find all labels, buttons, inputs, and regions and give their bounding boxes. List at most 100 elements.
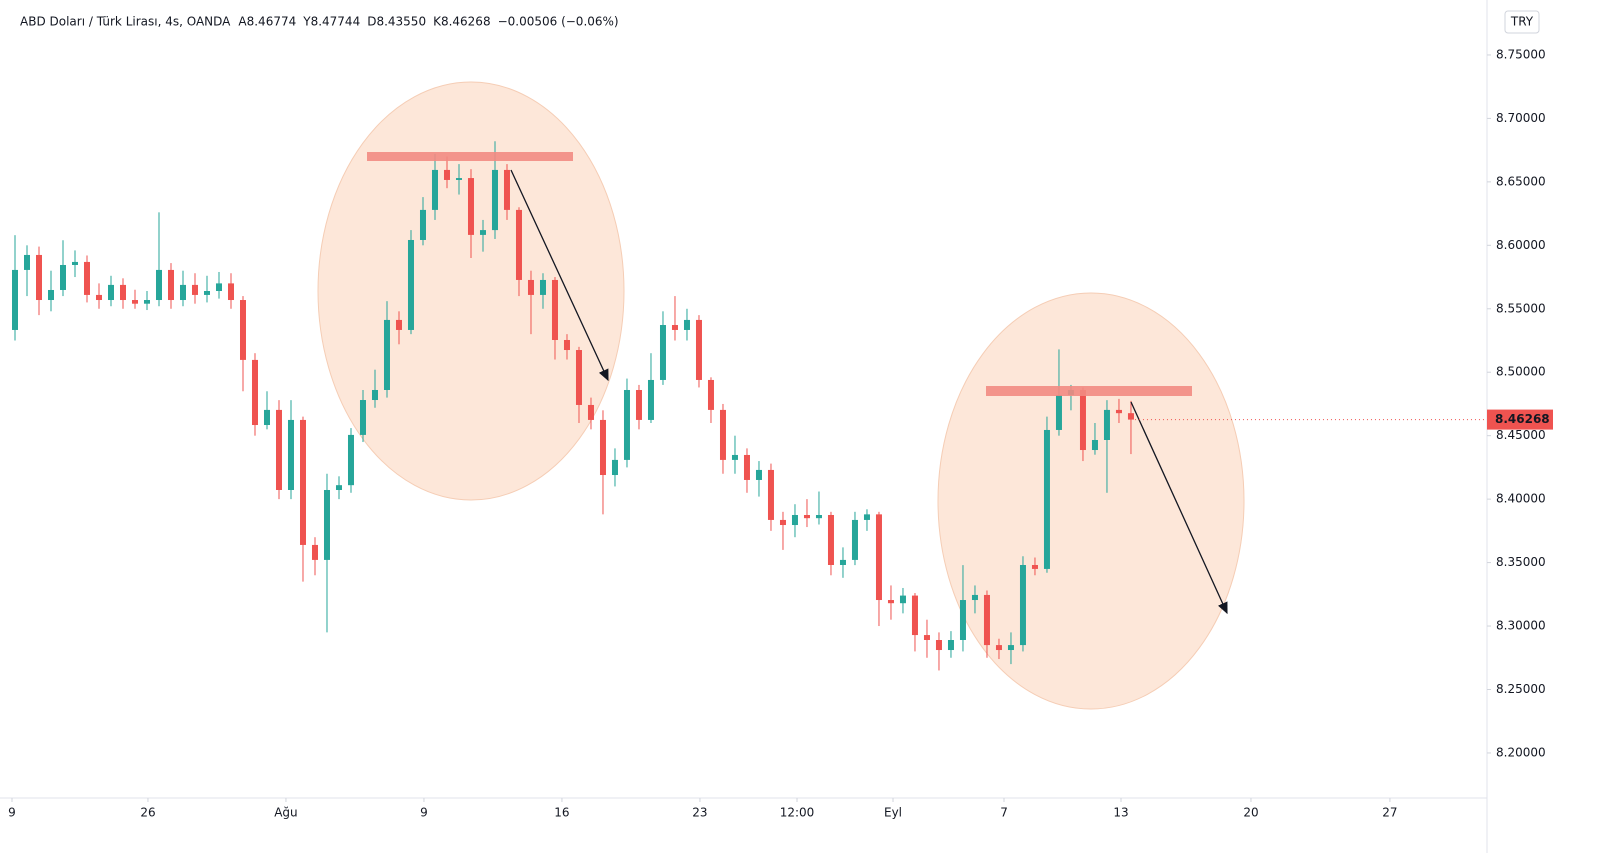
currency-button[interactable] (1504, 10, 1540, 34)
trend-arrow (510, 169, 609, 382)
y-tick-label: 8.75000 (1496, 47, 1546, 61)
candle-body (323, 489, 330, 560)
candle-body (71, 261, 78, 265)
candle-body (359, 400, 366, 435)
x-tick-label: Ağu (274, 806, 297, 820)
x-tick-label: 12:00 (780, 806, 815, 820)
candle-body (551, 279, 558, 340)
resistance-zone (367, 152, 573, 161)
candle-body (1091, 439, 1098, 451)
candle-body (827, 514, 834, 565)
candle-body (671, 325, 678, 330)
change: −0.00506 (−0.06%) (498, 15, 619, 29)
candle-body (371, 389, 378, 401)
candle-body (755, 469, 762, 480)
candle-body (695, 319, 702, 380)
drawings-back (317, 81, 1245, 710)
candle-body (839, 559, 846, 565)
candle-body (935, 640, 942, 651)
y-tick-label: 8.70000 (1496, 111, 1546, 125)
candle-body (119, 284, 126, 301)
x-tick-label: 9 (8, 806, 16, 820)
ohlc-value: 8.46774 (247, 15, 297, 29)
candle-body (443, 169, 450, 180)
candle-body (899, 595, 906, 604)
candle-body (191, 284, 198, 295)
candle-body (311, 544, 318, 560)
candle-body (647, 379, 654, 420)
candle-body (1043, 429, 1050, 569)
candle-body (395, 319, 402, 330)
x-tick-label: Eyl (884, 806, 902, 820)
candle-body (683, 319, 690, 330)
candle-body (851, 519, 858, 560)
highlight-ellipse (317, 81, 625, 501)
candle-body (23, 254, 30, 270)
candle-body (563, 339, 570, 351)
y-tick-label: 8.45000 (1496, 428, 1546, 442)
candle-body (1055, 394, 1062, 430)
candle-body (1127, 413, 1134, 420)
candle-body (767, 469, 774, 520)
candle-body (959, 600, 966, 640)
candle-body (1031, 564, 1038, 569)
x-tick-label: 13 (1113, 806, 1128, 820)
ohlc-value: 8.47744 (311, 15, 361, 29)
candle-body (1019, 564, 1026, 646)
candles (11, 141, 1134, 671)
candle-body (995, 645, 1002, 651)
candle-body (335, 485, 342, 490)
candle-body (263, 409, 270, 426)
candle-body (155, 269, 162, 301)
candle-body (59, 264, 66, 290)
candle-body (479, 230, 486, 235)
candle-body (623, 389, 630, 460)
currency[interactable]: TRY (1510, 15, 1534, 29)
candle-body (539, 279, 546, 295)
x-tick-label: 9 (420, 806, 428, 820)
drawings-front (367, 152, 1228, 615)
x-tick-label: 26 (140, 806, 155, 820)
candle-body (131, 300, 138, 304)
candle-body (287, 419, 294, 490)
header: ABD Doları / Türk Lirası, 4s, OANDA A 8.4… (20, 15, 619, 29)
candle-body (167, 269, 174, 301)
ohlc-label: A (238, 15, 247, 29)
candle-body (983, 594, 990, 646)
candle-body (107, 284, 114, 301)
candle-body (635, 389, 642, 420)
x-tick-label: 23 (692, 806, 707, 820)
y-tick-label: 8.25000 (1496, 682, 1546, 696)
candle-body (1103, 409, 1110, 440)
candle-body (275, 409, 282, 490)
ohlc-value: 8.46268 (441, 15, 491, 29)
candle-body (887, 600, 894, 604)
y-tick-label: 8.65000 (1496, 174, 1546, 188)
candle-body (299, 419, 306, 545)
candle-body (35, 254, 42, 301)
candle-body (731, 454, 738, 460)
candle-body (383, 319, 390, 390)
symbol: ABD Doları / Türk Lirası, 4s, OANDA (20, 15, 231, 29)
candle-body (815, 514, 822, 519)
last-price-tag (1487, 409, 1553, 430)
candle-body (179, 284, 186, 301)
candle-body (467, 178, 474, 235)
candle-body (923, 635, 930, 640)
last-price-label: 8.46268 (1495, 412, 1550, 426)
candle-body (971, 594, 978, 601)
candle-body (587, 404, 594, 420)
x-tick-label: 7 (1000, 806, 1008, 820)
candle-body (611, 459, 618, 476)
axes: 8.20000 8.25000 8.30000 8.35000 8.40000 8.450… (8, 47, 1545, 819)
candle-body (1007, 645, 1014, 651)
y-tick-label: 8.55000 (1496, 301, 1546, 315)
candle-body (95, 294, 102, 301)
candle-body (203, 291, 210, 295)
candle-body (779, 519, 786, 526)
y-tick-label: 8.30000 (1496, 619, 1546, 633)
candle-body (83, 261, 90, 295)
y-tick-label: 8.20000 (1496, 745, 1546, 759)
